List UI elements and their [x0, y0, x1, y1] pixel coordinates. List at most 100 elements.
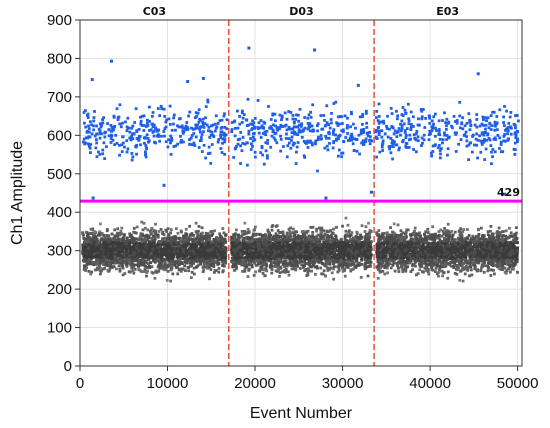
negative-droplet-point: [201, 231, 204, 235]
negative-droplet-point: [318, 250, 322, 253]
negative-droplet-point: [315, 265, 318, 269]
negative-droplet-point: [211, 262, 215, 266]
negative-droplet-point: [157, 254, 161, 258]
negative-droplet-point: [293, 259, 297, 263]
negative-droplet-point: [223, 237, 227, 241]
negative-droplet-point: [321, 272, 325, 276]
negative-droplet-point: [211, 249, 215, 253]
negative-droplet-point: [331, 242, 335, 246]
negative-droplet-point: [320, 272, 324, 276]
negative-droplet-point: [304, 255, 308, 258]
negative-droplet-point: [168, 254, 172, 258]
negative-droplet-point: [481, 240, 485, 244]
negative-droplet-point: [240, 261, 244, 265]
negative-droplet-point: [252, 255, 256, 259]
negative-droplet-point: [101, 267, 105, 271]
negative-droplet-point: [347, 256, 351, 260]
negative-droplet-point: [82, 254, 86, 258]
negative-droplet-point: [236, 252, 240, 256]
negative-droplet-point: [274, 232, 278, 236]
negative-droplet-point: [265, 269, 269, 273]
negative-droplet-point: [270, 255, 273, 259]
negative-droplet-point: [346, 251, 350, 255]
negative-droplet-point: [330, 271, 334, 275]
negative-droplet-point: [311, 234, 315, 237]
negative-droplet-point: [221, 237, 225, 241]
negative-droplet-point: [290, 252, 294, 256]
negative-droplet-point: [237, 260, 241, 264]
negative-droplet-point: [125, 262, 128, 265]
negative-droplet-point: [156, 243, 160, 247]
negative-droplet-point: [99, 266, 102, 270]
negative-droplet-point: [321, 244, 325, 248]
negative-droplet-point: [258, 251, 262, 255]
negative-droplet-point: [83, 252, 87, 256]
negative-droplet-point: [343, 254, 346, 258]
negative-droplet-point: [337, 247, 341, 251]
negative-droplet-point: [307, 247, 311, 251]
negative-droplet-point: [236, 236, 240, 240]
negative-droplet-point: [266, 241, 270, 244]
negative-droplet-point: [116, 261, 120, 264]
negative-droplet-point: [103, 236, 107, 239]
negative-droplet-point: [181, 247, 185, 250]
negative-droplet-point: [220, 244, 224, 248]
negative-droplet-point: [315, 248, 319, 252]
negative-droplet-point: [222, 258, 226, 262]
negative-droplet-point: [209, 230, 213, 234]
negative-droplet-point: [271, 247, 274, 250]
negative-droplet-point: [192, 238, 196, 242]
negative-droplet-point: [279, 244, 283, 248]
negative-droplet-point: [329, 259, 332, 263]
negative-droplet-point: [171, 245, 175, 248]
negative-droplet-point: [186, 241, 189, 245]
negative-droplet-point: [158, 250, 162, 253]
negative-droplet-point: [261, 251, 265, 255]
negative-droplet-point: [93, 255, 96, 259]
negative-droplet-point: [196, 242, 199, 245]
negative-droplet-point: [120, 254, 124, 258]
negative-droplet-point: [346, 245, 350, 248]
negative-droplet-point: [376, 276, 380, 280]
negative-droplet-point: [157, 230, 161, 233]
negative-droplet-point: [256, 238, 260, 242]
negative-droplet-point: [304, 268, 308, 271]
negative-droplet-point: [159, 228, 163, 231]
negative-droplet-point: [311, 230, 315, 234]
negative-droplet-point: [206, 249, 209, 252]
negative-droplet-point: [368, 260, 372, 264]
negative-droplet-point: [285, 231, 289, 235]
negative-droplet-point: [147, 257, 151, 261]
negative-droplet-point: [95, 257, 99, 260]
negative-droplet-point: [161, 238, 165, 242]
negative-droplet-point: [157, 260, 161, 264]
negative-droplet-point: [271, 250, 275, 254]
negative-droplet-point: [202, 247, 205, 251]
negative-droplet-point: [259, 238, 263, 242]
negative-droplet-point: [367, 251, 370, 255]
negative-droplet-point: [300, 263, 304, 267]
negative-droplet-point: [141, 249, 145, 253]
negative-droplet-point: [363, 237, 367, 241]
negative-droplet-point: [365, 265, 368, 269]
negative-droplet-point: [364, 225, 368, 229]
negative-droplet-point: [253, 259, 256, 263]
negative-droplet-point: [254, 225, 257, 229]
negative-droplet-point: [310, 246, 313, 250]
negative-droplet-point: [360, 262, 364, 266]
negative-droplet-point: [86, 235, 90, 239]
negative-droplet-point: [346, 264, 350, 268]
negative-droplet-point: [357, 248, 360, 252]
negative-droplet-point: [249, 262, 252, 266]
negative-droplet-point: [91, 237, 95, 241]
negative-droplet-point: [368, 229, 372, 232]
negative-droplet-point: [145, 271, 149, 274]
negative-droplet-point: [119, 242, 123, 245]
negative-droplet-point: [336, 270, 340, 274]
negative-droplet-point: [297, 255, 301, 258]
negative-droplet-point: [249, 236, 252, 240]
negative-droplet-point: [167, 257, 170, 261]
negative-droplet-point: [306, 251, 310, 255]
negative-droplet-point: [212, 253, 215, 257]
negative-droplet-point: [100, 231, 104, 235]
